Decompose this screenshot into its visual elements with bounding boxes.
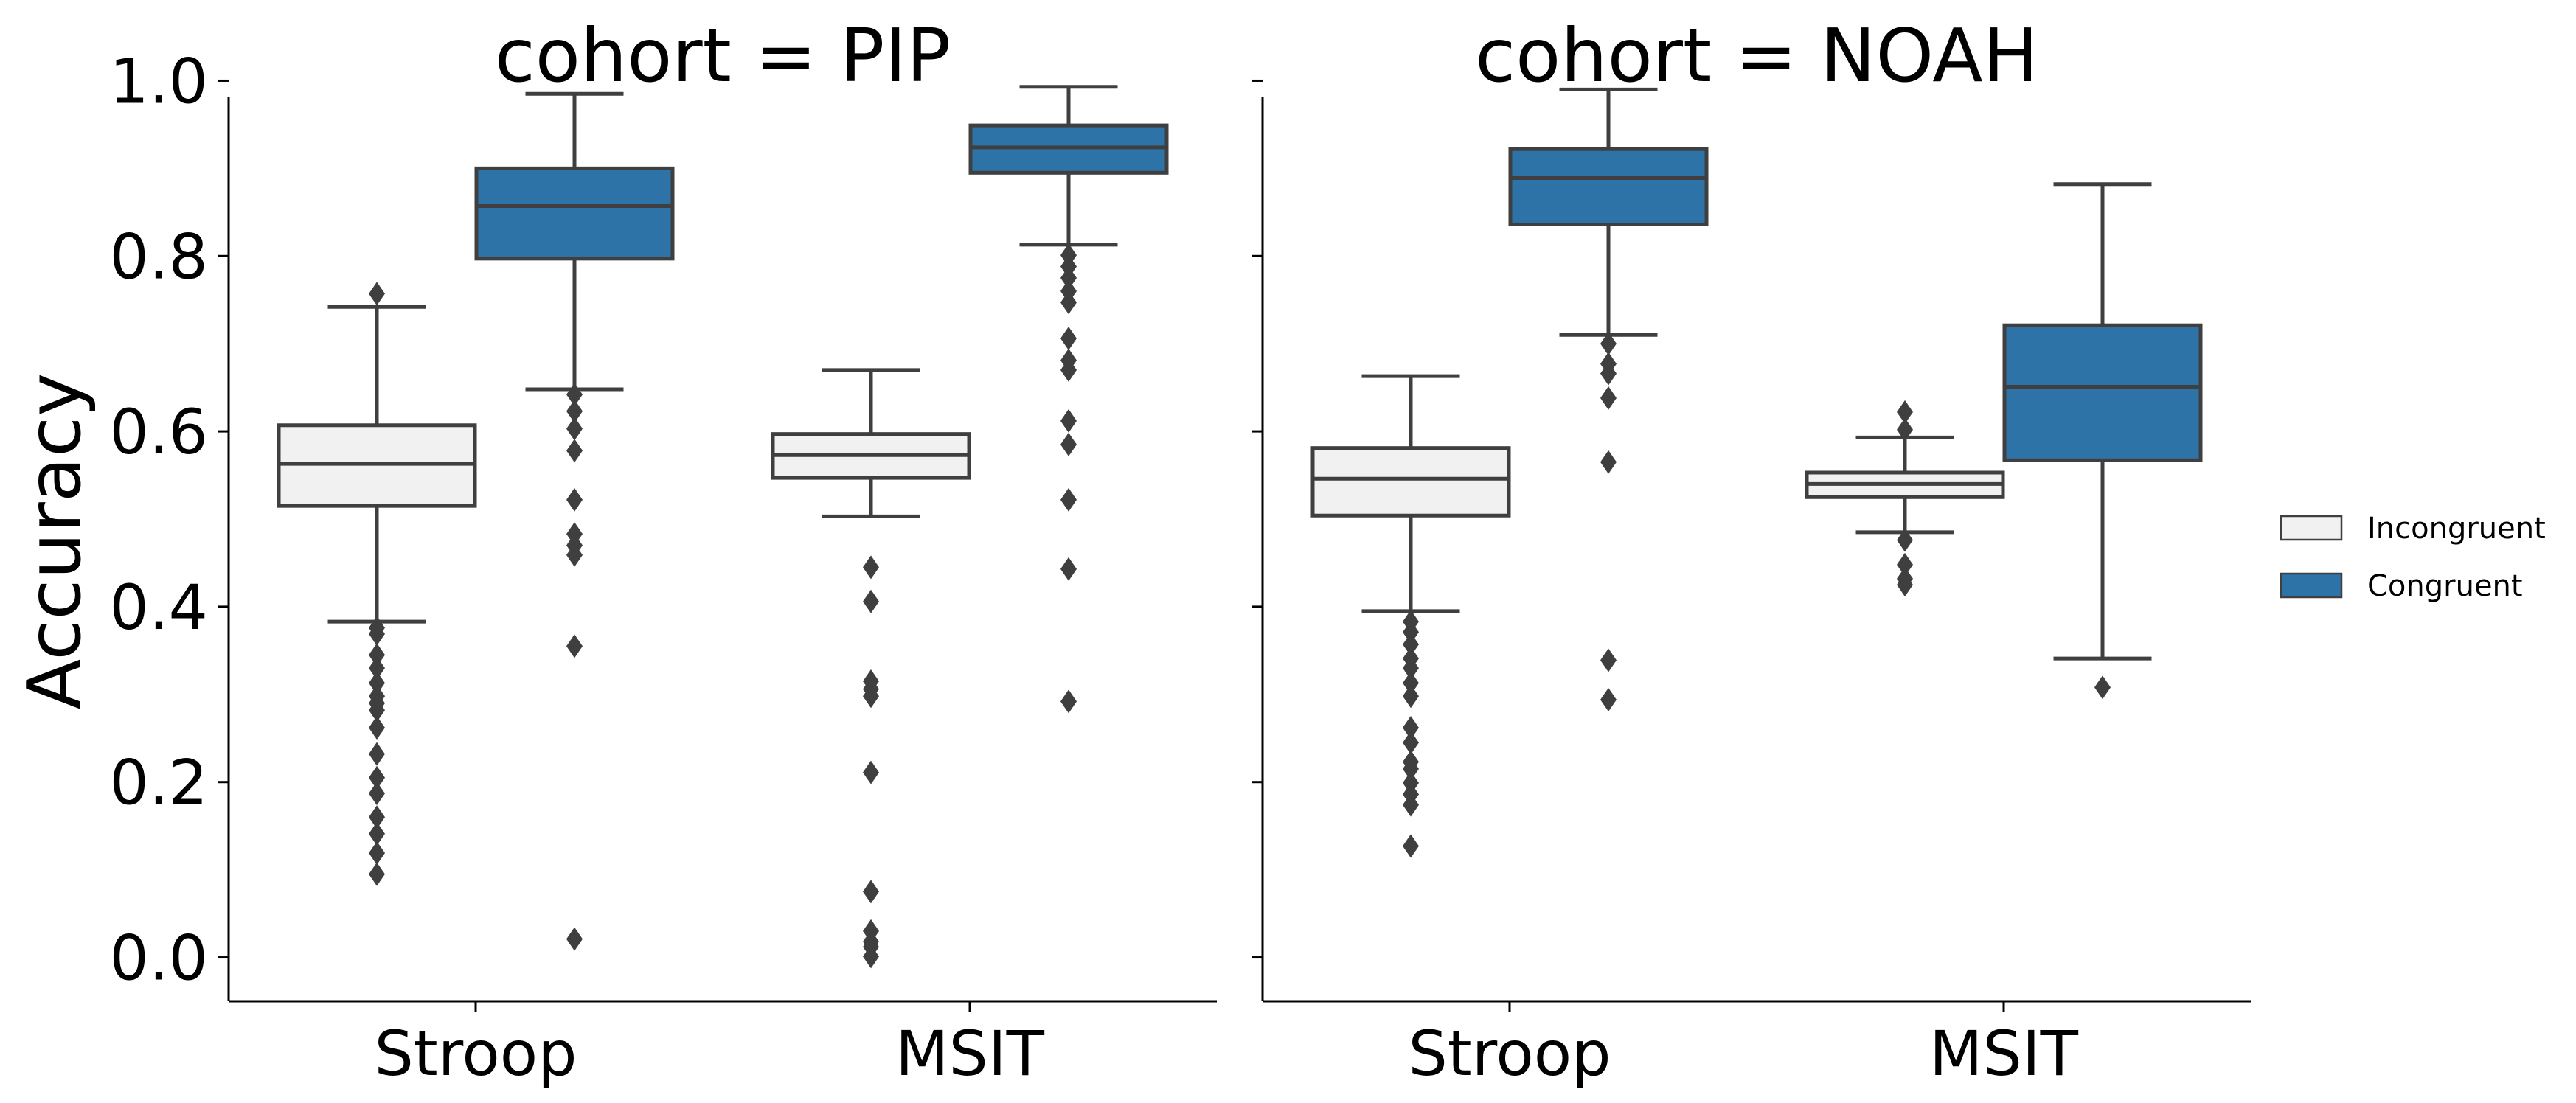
legend-label: Congruent [2367,569,2523,603]
box-stroop-incongruent [1310,374,1511,858]
y-tick-label: 1.0 [109,45,208,117]
outlier-point [1600,450,1617,474]
x-tick-label: Stroop [374,1017,577,1090]
outlier-point [1897,573,1913,597]
outlier-point [1060,689,1077,714]
outlier-point [1897,400,1913,424]
outlier-point [566,634,583,658]
outlier-point [369,765,385,790]
outlier-point [369,698,385,723]
outlier-point [863,760,879,784]
box-stroop-incongruent [277,282,477,886]
outlier-point [1403,793,1419,817]
box-msit-congruent [2002,182,2203,700]
outlier-point [1403,671,1419,695]
outlier-point [863,880,879,904]
outlier-point [1403,756,1419,781]
outlier-point [369,841,385,866]
outlier-point [369,742,385,766]
outlier-point [863,589,879,613]
iqr-box [1508,147,1709,226]
box-stroop-congruent [1508,87,1709,711]
outlier-point [566,417,583,441]
y-tick-label: 0.8 [109,220,208,293]
outlier-point [1403,834,1419,858]
outlier-point [1600,648,1617,672]
legend: Incongruent Congruent [2280,512,2546,603]
x-tick-label: MSIT [1929,1017,2079,1090]
panel-title: cohort = NOAH [1475,13,2038,99]
outlier-point [1060,487,1077,512]
outlier-point [1897,528,1913,552]
outlier-point [369,656,385,681]
panel-2: cohort = NOAH Stroop MSIT [1252,13,2251,1090]
y-axis-label: Accuracy [11,373,97,710]
outlier-point [1060,432,1077,456]
outlier-point [1600,386,1617,410]
box-msit-incongruent [1805,400,2005,597]
x-tick-label: MSIT [895,1017,1045,1090]
outlier-point [1403,620,1419,644]
iqr-box [474,166,675,261]
outlier-point [369,821,385,846]
outlier-point [1060,408,1077,433]
outlier-point [1060,290,1077,315]
outlier-point [1060,266,1077,290]
outlier-point [369,622,385,646]
outlier-point [566,383,583,407]
outlier-point [863,555,879,580]
outlier-point [369,782,385,806]
y-tick-label: 0.6 [109,396,208,468]
y-tick-label: 0.2 [109,747,208,819]
x-tick-label: Stroop [1408,1017,1611,1090]
legend-label: Incongruent [2367,512,2546,546]
outlier-point [1600,687,1617,711]
outlier-point [1403,684,1419,709]
iqr-box [2002,323,2203,462]
outlier-point [566,487,583,512]
outlier-point [1897,417,1913,442]
outlier-point [1600,361,1617,386]
outlier-point [1403,633,1419,657]
outlier-point [1600,332,1617,356]
y-tick-label: 0.0 [109,922,208,995]
y-tick-label: 0.4 [109,571,208,644]
outlier-point [369,282,385,306]
outlier-point [863,684,879,709]
outlier-point [369,862,385,886]
legend-swatch [2280,515,2343,541]
iqr-box [1310,446,1511,518]
outlier-point [566,439,583,463]
panel-title: cohort = PIP [495,13,951,99]
outlier-point [2094,675,2111,700]
outlier-point [369,671,385,695]
outlier-point [1060,327,1077,351]
outlier-point [1403,716,1419,740]
outlier-point [1060,358,1077,382]
outlier-point [566,927,583,951]
outlier-point [369,805,385,829]
outlier-point [1403,731,1419,755]
panel-1: cohort = PIP 0.0 0.2 0.4 0.6 0.8 1.0 Stroop MSIT [109,13,1217,1090]
outlier-point [1060,557,1077,581]
legend-swatch [2280,572,2343,599]
outlier-point [1403,656,1419,681]
outlier-point [566,543,583,567]
outlier-point [1897,552,1913,577]
box-msit-congruent [968,85,1169,714]
outlier-point [566,399,583,423]
outlier-point [863,944,879,969]
box-stroop-congruent [474,91,675,951]
outlier-point [369,643,385,667]
outlier-point [369,716,385,740]
box-msit-incongruent [771,368,971,969]
